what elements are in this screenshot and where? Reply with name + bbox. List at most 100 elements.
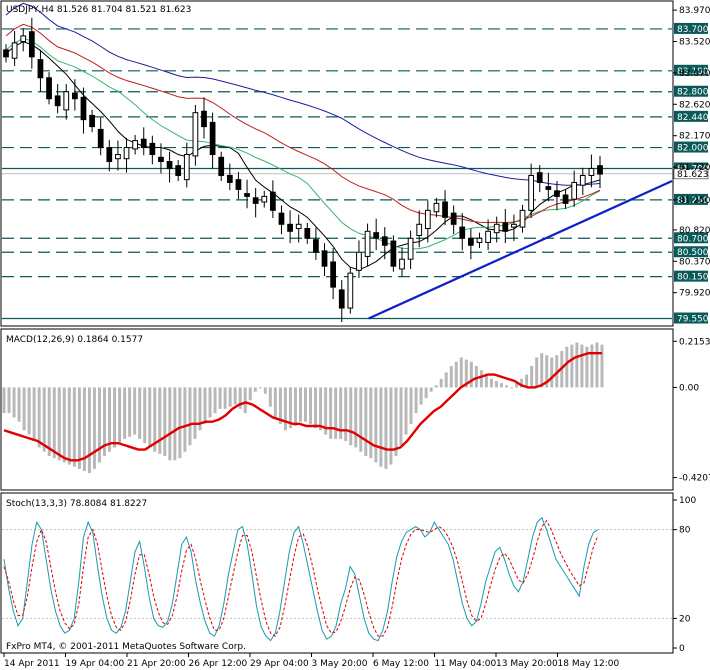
- stoch-panel[interactable]: 100 80 20 0 Stoch(13,3,3) 78.8084 81.8227 F…: [0, 492, 696, 654]
- stoch-tick-label: 100: [679, 496, 696, 506]
- candle-body: [37, 59, 44, 79]
- level-label: 82.000: [677, 144, 709, 154]
- macd-bar: [283, 387, 287, 431]
- macd-bar: [32, 387, 36, 441]
- macd-bar: [168, 387, 172, 461]
- candle-body: [3, 49, 9, 58]
- copyright-text: FxPro MT4, © 2001-2011 MetaQuotes Softwa…: [6, 642, 246, 652]
- price-panel-frame: [0, 0, 674, 327]
- ma-blue-line: [5, 2, 601, 186]
- macd-panel[interactable]: 0.2153 0.00 -0.4207 MACD(12,26,9) 0.1864 0…: [0, 328, 710, 491]
- time-tick-label: 26 Apr 12:00: [189, 659, 248, 669]
- candle-body: [89, 114, 95, 128]
- candle-body: [588, 167, 595, 176]
- macd-bar: [424, 387, 428, 399]
- macd-bar: [505, 385, 509, 388]
- price-panel[interactable]: 83.70083.10082.80082.44082.00081.70081.2…: [0, 0, 710, 327]
- macd-bar: [118, 387, 122, 444]
- macd-bar: [258, 387, 262, 389]
- candle-body: [261, 195, 268, 203]
- price-tick-label: 83.070: [679, 69, 710, 79]
- candle-body: [149, 142, 156, 156]
- macd-bar: [218, 387, 222, 409]
- macd-bar: [37, 387, 41, 448]
- macd-bar: [339, 387, 343, 439]
- current-price-label: 81.623: [677, 170, 709, 180]
- macd-bar: [188, 387, 192, 446]
- price-tick-label: 82.620: [679, 100, 710, 110]
- stoch-tick-label: 0: [679, 644, 685, 654]
- macd-bar: [238, 387, 242, 409]
- candle-body: [356, 251, 362, 271]
- macd-tick-label: 0.2153: [679, 337, 710, 347]
- macd-bar: [7, 387, 11, 414]
- macd-bar: [379, 387, 383, 467]
- time-tick-label: 18 May 12:00: [558, 659, 620, 669]
- candle-body: [562, 194, 569, 204]
- macd-bar: [133, 387, 137, 435]
- macd-bar: [525, 374, 529, 388]
- macd-bar: [394, 387, 398, 456]
- candle-body: [106, 147, 113, 163]
- candle-body: [287, 223, 293, 232]
- macd-bar: [228, 387, 232, 407]
- time-tick-label: 21 Apr 20:00: [127, 659, 186, 669]
- level-badge: [674, 162, 708, 174]
- macd-bar: [268, 387, 272, 407]
- macd-bar: [349, 387, 353, 446]
- macd-bar: [253, 387, 257, 392]
- level-badge: [674, 64, 708, 76]
- macd-bar: [545, 355, 549, 388]
- macd-bar: [550, 357, 554, 388]
- candle-body: [252, 197, 259, 204]
- macd-bar: [344, 387, 348, 441]
- price-tick-label: 82.170: [679, 132, 710, 142]
- macd-bar: [449, 366, 453, 388]
- macd-tick-label: -0.4207: [679, 474, 710, 484]
- macd-bar: [278, 387, 282, 424]
- level-label: 81.250: [677, 196, 709, 206]
- candle-body: [115, 154, 121, 160]
- time-tick-label: 29 Apr 04:00: [250, 659, 309, 669]
- candle-body: [545, 186, 552, 190]
- candle-body: [424, 209, 431, 229]
- level-badge: [674, 193, 708, 205]
- macd-bar: [565, 346, 569, 388]
- candle-body: [201, 110, 207, 128]
- macd-bar: [103, 387, 107, 456]
- candle-body: [304, 227, 311, 239]
- candle-body: [97, 128, 104, 149]
- macd-bar: [309, 387, 313, 424]
- price-tick-label: 83.520: [679, 37, 710, 47]
- support-trendline[interactable]: [368, 180, 673, 320]
- level-badge: [674, 312, 708, 324]
- macd-bar: [414, 387, 418, 414]
- macd-bar: [273, 387, 277, 418]
- macd-bar: [444, 372, 448, 388]
- macd-signal-line: [3, 351, 602, 462]
- candle-body: [571, 181, 578, 200]
- candle-body: [80, 96, 87, 121]
- macd-bar: [243, 387, 247, 414]
- time-tick-label: 11 May 04:00: [435, 659, 497, 669]
- macd-bar: [580, 344, 584, 388]
- macd-bar: [57, 387, 61, 461]
- macd-bar: [198, 387, 202, 431]
- candle-body: [459, 226, 466, 239]
- macd-bar: [570, 344, 574, 388]
- candle-body: [313, 239, 319, 253]
- macd-bar: [419, 387, 423, 405]
- candle-body: [20, 35, 27, 42]
- candle-body: [519, 209, 526, 228]
- candle-body: [235, 179, 242, 190]
- candle-body: [183, 154, 190, 181]
- ma-fast-line: [5, 41, 601, 271]
- candle-body: [175, 165, 182, 176]
- macd-bar: [92, 387, 96, 469]
- macd-bar: [67, 387, 71, 465]
- macd-bar: [324, 387, 328, 435]
- candle-body: [28, 31, 35, 58]
- macd-bar: [17, 387, 21, 422]
- macd-bar: [248, 387, 252, 401]
